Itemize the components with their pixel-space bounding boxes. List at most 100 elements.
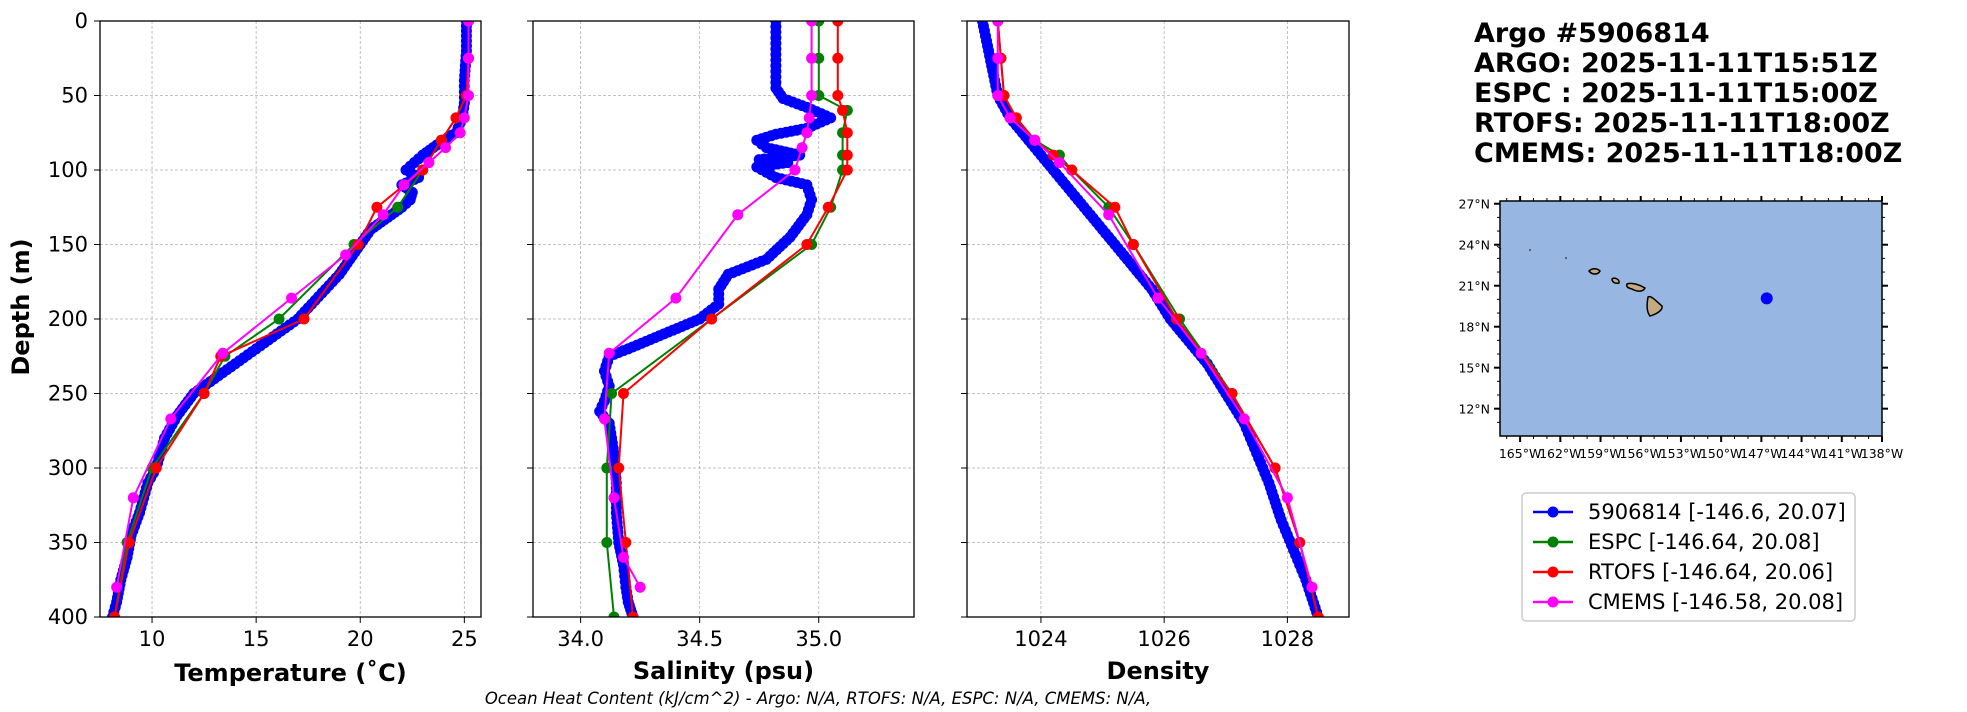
data-point-cmems [617, 551, 629, 563]
data-point-cmems [463, 90, 475, 101]
data-point-rtofs [371, 201, 383, 213]
data-point-cmems [806, 21, 818, 27]
data-point-espc [601, 537, 613, 548]
data-point-cmems [398, 179, 410, 191]
x-tick-label: 1026 [1137, 627, 1190, 651]
title-line-float: Argo #5906814 [1474, 18, 1710, 49]
density-panel: 1024 1026 1028 Density [961, 20, 1350, 685]
legend-label-argo: 5906814 [-146.6, 20.07] [1588, 500, 1846, 524]
map-x-tick-label: 159°W [1579, 446, 1621, 461]
y-tick-label: 150 [48, 233, 88, 257]
data-point-rtofs [1047, 149, 1059, 161]
data-point-cmems [789, 164, 801, 176]
data-point-rtofs [832, 21, 844, 27]
island-oahu [1611, 277, 1620, 284]
data-point-espc [273, 313, 285, 325]
data-point-cmems [992, 90, 1004, 101]
series-line-cmems [603, 21, 813, 588]
depth-axis-label: Depth (m) [7, 238, 35, 375]
legend-frame [1521, 492, 1856, 622]
data-point-cmems [1004, 112, 1016, 124]
map-x-tick-label: 150°W [1700, 446, 1742, 461]
series-group [976, 21, 1324, 617]
data-point-espc [606, 388, 618, 399]
title-block: Argo #5906814 ARGO: 2025-11-11T15:51Z ES… [1474, 18, 1902, 169]
x-axis-label: Salinity (psu) [633, 657, 814, 685]
map-x-tick-label: 138°W [1861, 446, 1903, 461]
map-x-tick-label: 147°W [1740, 446, 1782, 461]
data-point-rtofs [109, 611, 121, 617]
data-point-rtofs [832, 52, 844, 64]
island-hawaii [1646, 295, 1663, 317]
data-point-cmems [111, 581, 123, 593]
legend-label-cmems: CMEMS [-146.58, 20.08] [1588, 590, 1843, 614]
x-tick-label: 25 [451, 627, 478, 651]
data-point-cmems [1281, 492, 1293, 504]
data-point-cmems [1053, 157, 1065, 169]
map-y-tick-label: 27°N [1458, 197, 1490, 212]
temperature-panel: 0 50 100 150 200 250 300 350 400 10 15 20 25 Temperat… [48, 9, 482, 687]
data-point-cmems [634, 581, 646, 593]
data-point-cmems [165, 413, 177, 425]
data-point-rtofs [198, 388, 210, 399]
data-point-rtofs [832, 90, 844, 101]
data-point-cmems [598, 413, 610, 425]
title-line-rtofs-time: RTOFS: 2025-11-11T18:00Z [1474, 108, 1890, 139]
title-line-argo-time: ARGO: 2025-11-11T15:51Z [1474, 48, 1878, 79]
island-kauai [1588, 268, 1601, 275]
series-line-cmems [996, 21, 1313, 588]
data-point-cmems [217, 347, 229, 359]
y-tick-label: 300 [48, 456, 88, 480]
y-tick-label: 250 [48, 382, 88, 406]
data-point-cmems [806, 52, 818, 64]
map-x-tick-label: 141°W [1821, 446, 1863, 461]
data-point-rtofs [417, 164, 429, 176]
data-point-cmems [796, 142, 808, 154]
data-point-rtofs [627, 611, 639, 617]
data-point-cmems [992, 52, 1004, 64]
data-point-cmems [603, 347, 615, 359]
data-point-rtofs [450, 112, 462, 124]
axes-frame [966, 20, 1350, 618]
island-kure [1496, 245, 1502, 250]
data-point-rtofs [837, 104, 849, 116]
y-tick-label: 100 [48, 158, 88, 182]
data-point-cmems [1029, 134, 1041, 146]
x-tick-label: 20 [347, 627, 374, 651]
data-point-cmems [423, 157, 435, 169]
data-point-cmems [377, 209, 389, 221]
data-point-cmems [732, 209, 744, 221]
data-point-cmems [670, 292, 682, 304]
x-tick-label: 34.0 [557, 627, 604, 651]
legend-label-espc: ESPC [-146.64, 20.08] [1588, 530, 1820, 554]
title-line-espc-time: ESPC : 2025-11-11T15:00Z [1474, 78, 1878, 109]
map-x-tick-label: 162°W [1539, 446, 1581, 461]
x-tick-label: 10 [139, 627, 166, 651]
legend-marker-espc [1547, 536, 1559, 548]
map-y-tick-label: 12°N [1458, 402, 1490, 417]
data-point-cmems [608, 492, 620, 504]
island-laysan [1565, 257, 1567, 259]
data-point-rtofs [150, 462, 162, 474]
hawaiian-islands [1496, 245, 1663, 317]
x-tick-label: 1028 [1261, 627, 1314, 651]
data-point-cmems [801, 127, 813, 139]
data-point-rtofs [1066, 164, 1078, 176]
data-point-cmems [454, 127, 466, 139]
map-x-tick-label: 156°W [1620, 446, 1662, 461]
ocean-heat-content-note: Ocean Heat Content (kJ/cm^2) - Argo: N/A… [485, 689, 1151, 708]
island-maui-molokai [1626, 282, 1646, 292]
data-point-rtofs [620, 537, 632, 548]
data-point-rtofs [801, 239, 813, 250]
x-tick-label: 35.0 [795, 627, 842, 651]
data-point-rtofs [1109, 201, 1121, 213]
map-y-tick-label: 24°N [1458, 238, 1490, 253]
data-point-cmems [463, 21, 475, 27]
float-location-marker [1760, 292, 1773, 305]
data-point-espc [392, 201, 404, 213]
legend: 5906814 [-146.6, 20.07] ESPC [-146.64, 20… [1521, 492, 1856, 622]
legend-marker-rtofs [1547, 566, 1559, 578]
island-pearl-hermes [1529, 249, 1531, 251]
map-y-tick-label: 21°N [1458, 279, 1490, 294]
